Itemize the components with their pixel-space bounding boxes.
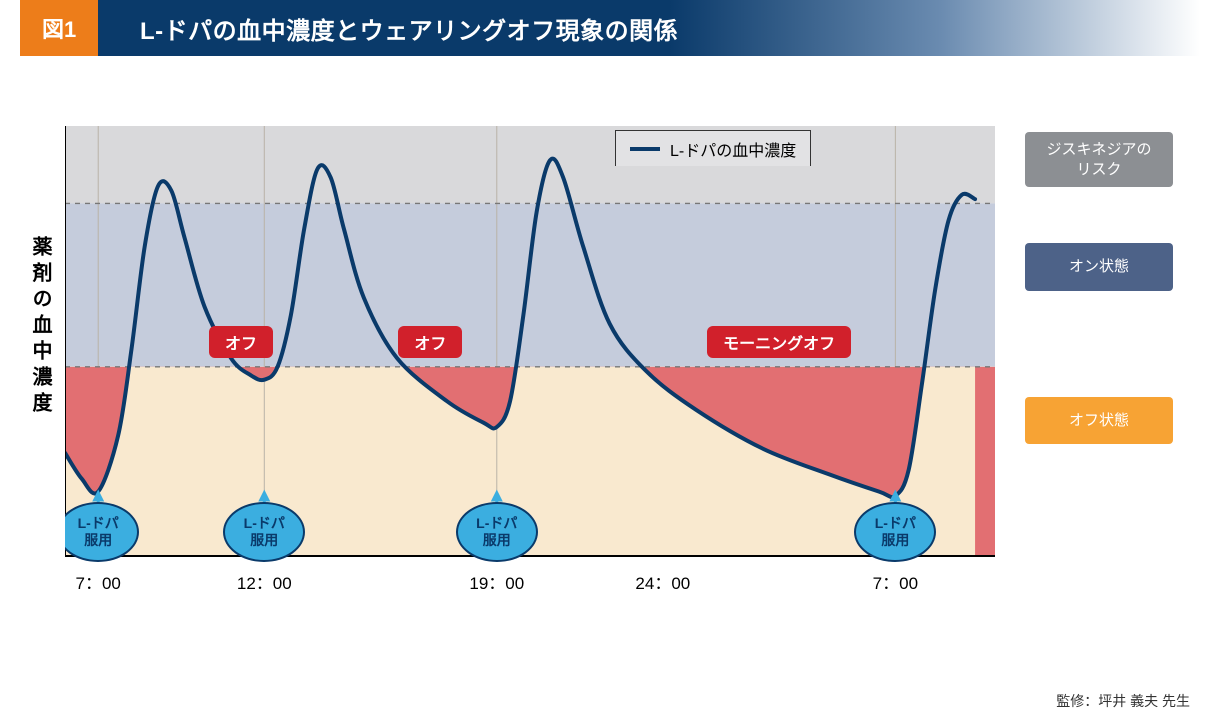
y-axis-label: 薬剤の血中濃度 [26, 236, 55, 418]
figure-number-badge: 図1 [20, 0, 98, 56]
figure-title-text: L-ドパの血中濃度とウェアリングオフ現象の関係 [140, 11, 678, 46]
zone-legend-column: ジスキネジアのリスク オン状態 オフ状態 [1025, 132, 1173, 444]
curve-legend-text: L-ドパの血中濃度 [670, 137, 796, 161]
off-pill-1: オフ [398, 326, 462, 358]
chart-svg: オフ オフ モーニングオフ L-ドパの血中濃度 L-ドパ服用 L-ドパ服用 L-ドパ服用 L-… [65, 126, 995, 616]
curve-legend: L-ドパの血中濃度 [615, 130, 811, 166]
dose-ellipse-2: L-ドパ服用 [456, 502, 538, 562]
x-tick-label-1: 12：00 [237, 569, 292, 594]
dose-ellipse-0: L-ドパ服用 [65, 502, 139, 562]
x-tick-label-3: 24：00 [635, 569, 690, 594]
zone-legend-off-text: オフ状態 [1069, 412, 1129, 429]
zone-legend-risk-line2: リスク [1076, 161, 1121, 178]
off-pill-0: オフ [209, 326, 273, 358]
curve-legend-line-icon [630, 147, 660, 151]
zone-legend-risk: ジスキネジアのリスク [1025, 132, 1173, 187]
x-tick-label-4: 7：00 [873, 569, 918, 594]
x-tick-label-0: 7：00 [76, 569, 121, 594]
figure-number-text: 図1 [42, 12, 76, 44]
figure-title: L-ドパの血中濃度とウェアリングオフ現象の関係 [140, 0, 678, 56]
chart-plot: オフ オフ モーニングオフ L-ドパの血中濃度 L-ドパ服用 L-ドパ服用 L-ドパ服用 L-… [65, 126, 995, 616]
zone-legend-off: オフ状態 [1025, 397, 1173, 445]
zone-legend-risk-line1: ジスキネジアの [1046, 141, 1151, 158]
x-tick-label-2: 19：00 [469, 569, 524, 594]
off-pill-2: モーニングオフ [707, 326, 851, 358]
zone-legend-on-text: オン状態 [1069, 258, 1129, 275]
zone-legend-on: オン状態 [1025, 243, 1173, 291]
dose-ellipse-1: L-ドパ服用 [223, 502, 305, 562]
supervisor-credit: 監修：坪井 義夫 先生 [1056, 691, 1190, 711]
dose-ellipse-3: L-ドパ服用 [854, 502, 936, 562]
figure-header: 図1 L-ドパの血中濃度とウェアリングオフ現象の関係 [20, 0, 1200, 56]
